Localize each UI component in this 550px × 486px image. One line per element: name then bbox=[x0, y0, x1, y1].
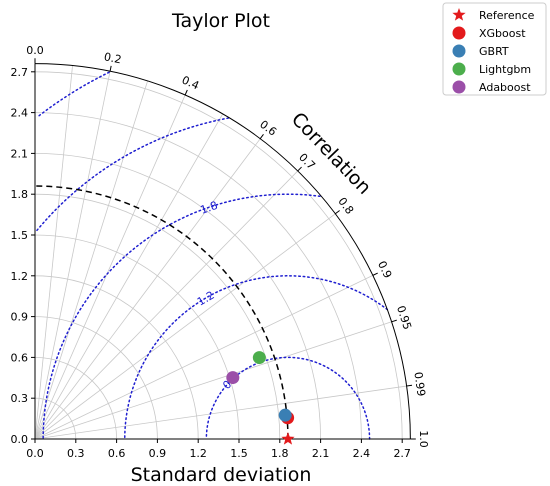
x-tick-label: 1.5 bbox=[230, 447, 248, 460]
corr-tick-mark bbox=[297, 166, 302, 172]
rms-contour bbox=[36, 71, 110, 119]
corr-tick-label: 1.0 bbox=[417, 430, 430, 448]
reference-std-arc bbox=[34, 185, 289, 440]
legend-label: Lightgbm bbox=[479, 63, 531, 76]
chart-title: Taylor Plot bbox=[171, 10, 270, 32]
corr-grid-line bbox=[34, 213, 336, 440]
x-tick-label: 0.0 bbox=[26, 447, 44, 460]
tick-labels: 0.00.00.30.30.60.60.90.91.21.21.51.51.81… bbox=[11, 44, 431, 460]
corr-grid-line bbox=[34, 94, 186, 440]
rms-contour-label: 1.8 bbox=[199, 199, 220, 217]
corr-grid-line bbox=[34, 138, 261, 440]
y-tick-label: 0.3 bbox=[11, 392, 29, 405]
legend-label: GBRT bbox=[479, 45, 509, 58]
corr-grid-line bbox=[34, 113, 224, 440]
rms-contour bbox=[205, 356, 371, 440]
std-grid-arc bbox=[34, 234, 240, 440]
std-grid-arc bbox=[34, 153, 321, 440]
corr-tick-mark bbox=[184, 89, 188, 96]
axes-frame bbox=[34, 63, 411, 440]
legend-box bbox=[442, 2, 547, 96]
corr-tick-mark bbox=[391, 319, 397, 323]
corr-tick-label: 0.4 bbox=[180, 74, 201, 93]
rms-contour bbox=[42, 193, 321, 440]
corr-tick-label: 0.99 bbox=[411, 371, 427, 397]
y-tick-label: 0.9 bbox=[11, 311, 29, 324]
corr-grid-line bbox=[34, 170, 299, 440]
y-tick-label: 1.2 bbox=[11, 270, 29, 283]
rms-contour bbox=[124, 275, 389, 440]
legend-marker bbox=[452, 62, 466, 76]
x-tick-label: 1.8 bbox=[271, 447, 289, 460]
data-points bbox=[226, 351, 295, 445]
grid-layer bbox=[34, 65, 407, 440]
std-grid-arc bbox=[34, 112, 362, 440]
x-tick-label: 2.4 bbox=[353, 447, 371, 460]
legend-label: Adaboost bbox=[479, 81, 531, 94]
legend-label: Reference bbox=[479, 9, 535, 22]
x-tick-label: 2.1 bbox=[312, 447, 330, 460]
x-tick-label: 0.6 bbox=[108, 447, 126, 460]
std-grid-arc bbox=[34, 316, 158, 440]
y-tick-label: 2.7 bbox=[11, 66, 29, 79]
rms-contour bbox=[35, 117, 230, 233]
point-gbrt bbox=[278, 408, 292, 422]
corr-tick-mark bbox=[259, 134, 264, 140]
y-tick-label: 0.0 bbox=[11, 433, 29, 446]
corr-tick-label: 0.2 bbox=[103, 50, 123, 66]
corr-tick-label: 0.8 bbox=[335, 195, 356, 217]
corr-tick-mark bbox=[109, 65, 112, 72]
reference-point bbox=[281, 432, 295, 445]
corr-tick-mark bbox=[406, 384, 413, 387]
y-tick-label: 2.4 bbox=[11, 107, 29, 120]
corr-grid-line bbox=[34, 321, 392, 440]
y-tick-label: 0.6 bbox=[11, 351, 29, 364]
std-grid-arc bbox=[34, 71, 403, 440]
x-axis-label: Standard deviation bbox=[131, 464, 312, 486]
corr-tick-mark bbox=[334, 210, 340, 215]
corr-tick-label: 0.9 bbox=[375, 259, 394, 280]
x-tick-label: 1.2 bbox=[189, 447, 207, 460]
point-adaboost bbox=[226, 371, 240, 385]
x-tick-label: 0.9 bbox=[149, 447, 167, 460]
corr-tick-mark bbox=[372, 272, 378, 276]
std-grid-arc bbox=[34, 193, 281, 440]
corr-tick-label: 0.6 bbox=[257, 118, 279, 139]
std-grid-arc bbox=[34, 397, 77, 440]
x-tick-label: 2.7 bbox=[393, 447, 411, 460]
corr-grid-line bbox=[34, 80, 148, 440]
corr-grid-line bbox=[34, 65, 73, 440]
legend: Reference XGboost GBRT Lightgbm Adaboost bbox=[442, 2, 547, 96]
corr-grid-line bbox=[34, 275, 373, 440]
point-lightgbm bbox=[252, 351, 266, 365]
legend-marker bbox=[452, 26, 466, 40]
legend-star-icon bbox=[452, 8, 466, 21]
std-grid-arc bbox=[34, 275, 199, 440]
outer-arc bbox=[34, 63, 411, 440]
legend-marker bbox=[452, 80, 466, 94]
legend-marker bbox=[452, 44, 466, 58]
y-tick-label: 1.5 bbox=[11, 229, 29, 242]
legend-label: XGboost bbox=[479, 27, 526, 40]
x-tick-label: 0.3 bbox=[67, 447, 85, 460]
corr-tick-label: 0.95 bbox=[394, 304, 414, 331]
y-tick-label: 2.1 bbox=[11, 147, 29, 160]
corr-grid-line bbox=[34, 71, 111, 440]
corr-grid-line bbox=[34, 385, 407, 440]
y-tick-label: 1.8 bbox=[11, 188, 29, 201]
corr-tick-label: 0.0 bbox=[26, 44, 44, 57]
